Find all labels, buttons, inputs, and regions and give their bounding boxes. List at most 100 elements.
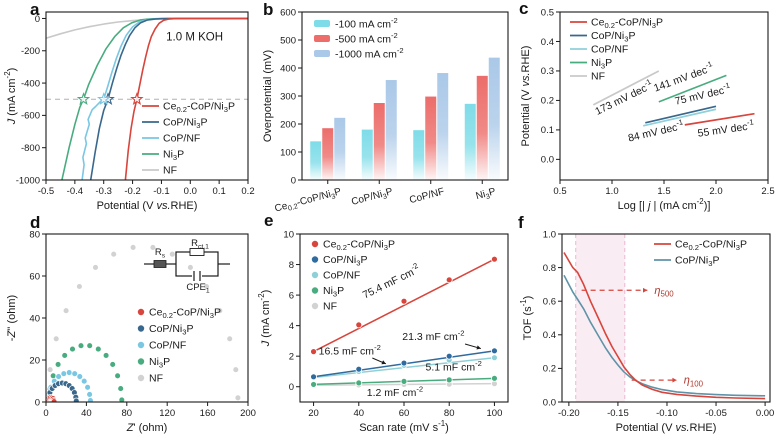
y-tick-label: 0.3 bbox=[541, 66, 554, 77]
tafel-slope-label: 55 mV dec-1 bbox=[697, 117, 755, 139]
x-axis-label: Z' (ohm) bbox=[126, 422, 168, 434]
legend-swatch-rect bbox=[314, 20, 330, 27]
x-tick-label: 200 bbox=[240, 408, 256, 419]
legend-swatch-dot bbox=[137, 325, 145, 332]
y-axis-label: Potential (V vs.RHE) bbox=[520, 46, 532, 147]
legend: -100 mA cm-2-500 mA cm-2-1000 mA cm-2 bbox=[314, 16, 404, 61]
tafel-line bbox=[645, 105, 717, 124]
legend-label: Ni3P bbox=[323, 285, 344, 299]
tafel-line bbox=[643, 108, 717, 127]
y-tick-label: 200 bbox=[280, 119, 296, 130]
axes: -0.20 -0.15 -0.10 -0.05 0.00 0.0 0.2 0.4 0.6 0.8 1… bbox=[519, 229, 774, 434]
axes: -0.5 -0.4 -0.3 -0.2 -0.1 0.0 0.1 0.2 0 -200 -400 -6… bbox=[3, 11, 255, 212]
legend-swatch-rect bbox=[314, 35, 330, 42]
tafel-line bbox=[592, 70, 660, 106]
x-tick-label: 40 bbox=[353, 408, 364, 419]
legend-label: NF bbox=[323, 301, 337, 313]
x-tick-label: -0.05 bbox=[705, 408, 727, 419]
nyquist-series bbox=[46, 342, 126, 402]
x-tick-label: -0.2 bbox=[124, 186, 140, 197]
legend-label: CoP/Ni3P bbox=[163, 117, 208, 131]
legend-label: CoP/Ni3P bbox=[591, 30, 636, 44]
y-tick-label: 8 bbox=[289, 260, 294, 271]
bar bbox=[361, 129, 373, 180]
panel-a-polarization-chart: 1.0 M KOH Ce0.2-CoP/Ni3P CoP/Ni3P CoP/NF Ni3… bbox=[3, 11, 255, 212]
overpotential-star-marker bbox=[96, 92, 111, 105]
plot-border bbox=[559, 11, 769, 181]
bar bbox=[310, 141, 322, 180]
bar bbox=[425, 96, 437, 180]
x-tick-label: 2.5 bbox=[761, 186, 774, 197]
axes: 20 40 60 80 100 0 2 4 6 8 10 Scan rate (mV s-1) J (m… bbox=[257, 229, 509, 434]
x-tick-label: 100 bbox=[487, 408, 503, 419]
bar bbox=[464, 103, 476, 180]
lsv-curve bbox=[124, 17, 248, 180]
x-tick-label: 60 bbox=[399, 408, 410, 419]
legend-label: -100 mA cm-2 bbox=[335, 16, 398, 31]
panel-label-a: a bbox=[30, 0, 40, 19]
plot-border bbox=[45, 11, 249, 181]
cdl-slope-label: 1.2 mF cm-2 bbox=[367, 384, 423, 399]
legend-label: NF bbox=[149, 373, 163, 385]
y-tick-label: 0 bbox=[291, 175, 296, 186]
y-tick-label: 6 bbox=[289, 290, 294, 301]
axes: 0 40 80 120 160 200 0 20 40 60 80 Z' (ohm) -Z'' (ohm… bbox=[6, 229, 256, 434]
x-axis-label: Potential (V vs.RHE) bbox=[616, 422, 717, 434]
bar bbox=[373, 103, 385, 180]
cdl-slope-label: 21.3 mF cm-2 bbox=[402, 328, 464, 343]
legend-swatch-dot bbox=[137, 374, 145, 382]
legend-swatch-dot bbox=[311, 271, 319, 279]
legend-label: CoP/NF bbox=[163, 133, 200, 145]
y-tick-label: 0 bbox=[289, 382, 294, 393]
legend-label: CoP/Ni3P bbox=[675, 255, 720, 269]
legend-label: Ce0.2-CoP/Ni3P bbox=[591, 17, 663, 31]
y-tick-label: 20 bbox=[29, 355, 40, 366]
x-axis-label: Potential (V vs.RHE) bbox=[97, 200, 198, 212]
resistor-rs bbox=[153, 260, 167, 268]
legend-label: CoP/Ni3P bbox=[149, 323, 194, 337]
x-tick-label: -0.3 bbox=[96, 186, 112, 197]
panel-b-overpotential-bar-chart: Ce0.2-CoP/Ni3P CoP/Ni3P CoP/NF Ni3P-100 mA … bbox=[262, 7, 509, 215]
x-tick-label: -0.4 bbox=[67, 186, 83, 197]
y-tick-label: -200 bbox=[21, 46, 40, 57]
y-tick-label: 0.0 bbox=[543, 397, 556, 408]
y-tick-label: 600 bbox=[280, 7, 296, 18]
lsv-curve bbox=[89, 17, 248, 180]
y-tick-label: 80 bbox=[29, 229, 40, 240]
y-axis-label: J (mA cm-2) bbox=[3, 68, 18, 126]
tof-curve bbox=[563, 252, 766, 400]
x-tick-label: 1.5 bbox=[657, 186, 670, 197]
cdl-slope-label: 75.4 mF cm-2 bbox=[360, 261, 422, 301]
legend-swatch-dot bbox=[137, 308, 145, 316]
overpotential-star-marker bbox=[76, 92, 91, 105]
cdl-slope-label: 16.5 mF cm-2 bbox=[319, 343, 381, 358]
plot-area bbox=[46, 17, 248, 180]
panel-label-b: b bbox=[263, 0, 274, 19]
y-tick-label: 1.0 bbox=[543, 229, 556, 240]
bar bbox=[385, 80, 397, 180]
x-tick-label: -0.5 bbox=[38, 186, 54, 197]
y-tick-label: 0.0 bbox=[541, 155, 554, 166]
y-tick-label: 0 bbox=[35, 397, 40, 408]
x-tick-label: -0.10 bbox=[656, 408, 678, 419]
x-tick-label: 2.0 bbox=[709, 186, 722, 197]
cdl-series bbox=[310, 255, 498, 356]
legend-label: -1000 mA cm-2 bbox=[335, 46, 404, 61]
legend-swatch-dot bbox=[311, 240, 319, 248]
legend-label: CoP/NF bbox=[149, 340, 186, 352]
legend-label: Ni3P bbox=[591, 57, 612, 71]
panel-label-c: c bbox=[519, 0, 529, 18]
bar bbox=[322, 128, 334, 180]
legend-swatch-dot bbox=[137, 341, 145, 349]
y-tick-label: 0.2 bbox=[543, 364, 556, 375]
legend-label: NF bbox=[163, 165, 177, 177]
cdl-series bbox=[310, 347, 498, 381]
x-tick-label: 40 bbox=[81, 408, 92, 419]
y-tick-label: -600 bbox=[21, 111, 40, 122]
eta-label: η500 bbox=[654, 285, 674, 299]
panel-c-tafel-chart: 173 mV dec-1 141 mV dec-175 mV dec-184 mV… bbox=[520, 7, 775, 212]
rs-label: Rs bbox=[155, 247, 166, 259]
